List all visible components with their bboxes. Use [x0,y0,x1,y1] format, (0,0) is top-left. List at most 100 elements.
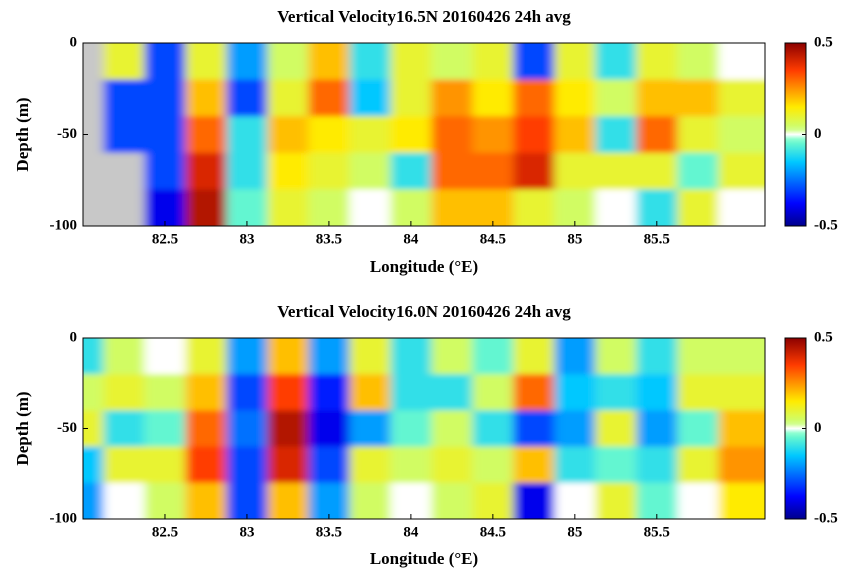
heatmap-cell [431,338,473,375]
heatmap-cell [308,189,350,226]
heatmap-cell [267,116,309,154]
heatmap-cell [636,116,678,154]
heatmap-cell [144,446,186,484]
heatmap-cell [595,43,637,81]
heatmap-cell [226,374,268,411]
heatmap-cell [349,338,391,375]
heatmap [83,338,765,519]
heatmap-cell [83,482,104,519]
x-tick-label: 84.5 [480,524,506,540]
heatmap-cell [390,338,432,375]
heatmap-cell [390,189,432,226]
heatmap-cell [349,43,391,81]
heatmap-cell [554,374,596,411]
heatmap-cell [103,338,145,375]
heatmap-cell [103,116,145,154]
heatmap-cell [554,152,596,190]
plot: Vertical Velocity16.0N 20160426 24h avg L… [13,302,838,568]
x-tick-label: 84 [403,524,419,540]
heatmap-cell [513,338,555,375]
heatmap-cell [431,79,473,117]
heatmap-cell [267,189,309,226]
x-axis-label: Longitude (°E) [370,257,478,276]
heatmap-cell [677,152,719,190]
heatmap-cell [718,482,765,519]
heatmap-cell [595,152,637,190]
heatmap-cell [144,152,186,190]
heatmap-cell [513,446,555,484]
heatmap-cell [595,79,637,117]
heatmap-cell [636,338,678,375]
heatmap-cell [718,410,765,448]
colorbar-tick-label: 0.5 [814,329,833,345]
heatmap-cell [718,189,765,226]
heatmap-cell [103,482,145,519]
y-axis-label: Depth (m) [13,391,32,465]
y-tick-label: -50 [57,420,77,436]
x-tick-label: 82.5 [152,231,178,247]
heatmap-cell [308,338,350,375]
heatmap-cell [636,374,678,411]
heatmap-cell [636,43,678,81]
heatmap-cell [677,338,719,375]
heatmap-cell [185,374,227,411]
x-tick-label: 84 [403,231,419,247]
heatmap-cell [83,446,104,484]
heatmap-cell [226,446,268,484]
heatmap-cell [83,43,104,81]
heatmap-cell [267,374,309,411]
heatmap-cell [431,116,473,154]
heatmap-cell [554,79,596,117]
heatmap-cell [431,374,473,411]
heatmap-cell [185,189,227,226]
heatmap-cell [431,482,473,519]
x-tick-label: 83 [239,524,254,540]
heatmap-cell [308,116,350,154]
heatmap-cell [718,338,765,375]
heatmap-cell [349,79,391,117]
heatmap-cell [390,374,432,411]
heatmap-cell [308,446,350,484]
heatmap-cell [103,43,145,81]
heatmap-cell [636,482,678,519]
heatmap-cell [718,43,765,81]
heatmap-cell [718,79,765,117]
heatmap-cell [226,116,268,154]
heatmap-cell [226,338,268,375]
heatmap-cell [83,374,104,411]
heatmap-cell [677,446,719,484]
heatmap-cell [349,116,391,154]
heatmap-cell [677,189,719,226]
y-tick-label: 0 [70,34,78,50]
heatmap-cell [513,152,555,190]
x-tick-label: 83.5 [316,524,342,540]
y-tick-label: -100 [50,217,78,233]
heatmap-cell [472,482,514,519]
heatmap-cell [83,189,104,226]
heatmap-cell [308,374,350,411]
heatmap-cell [267,152,309,190]
heatmap-cell [636,410,678,448]
heatmap-cell [144,189,186,226]
heatmap-cell [677,482,719,519]
heatmap-cell [513,410,555,448]
heatmap-cell [185,446,227,484]
heatmap-cell [185,338,227,375]
heatmap-cell [185,152,227,190]
heatmap-cell [267,338,309,375]
heatmap-cell [718,446,765,484]
y-axis-label: Depth (m) [13,97,32,171]
heatmap-cell [472,338,514,375]
heatmap-cell [513,116,555,154]
heatmap-cell [103,374,145,411]
heatmap-cell [308,410,350,448]
heatmap-cell [472,374,514,411]
heatmap-cell [308,79,350,117]
colorbar-tick-label: 0 [814,126,822,142]
heatmap-cell [267,482,309,519]
heatmap-cell [349,374,391,411]
heatmap-cell [513,43,555,81]
heatmap-cell [554,446,596,484]
heatmap [83,43,765,226]
heatmap-cell [185,410,227,448]
